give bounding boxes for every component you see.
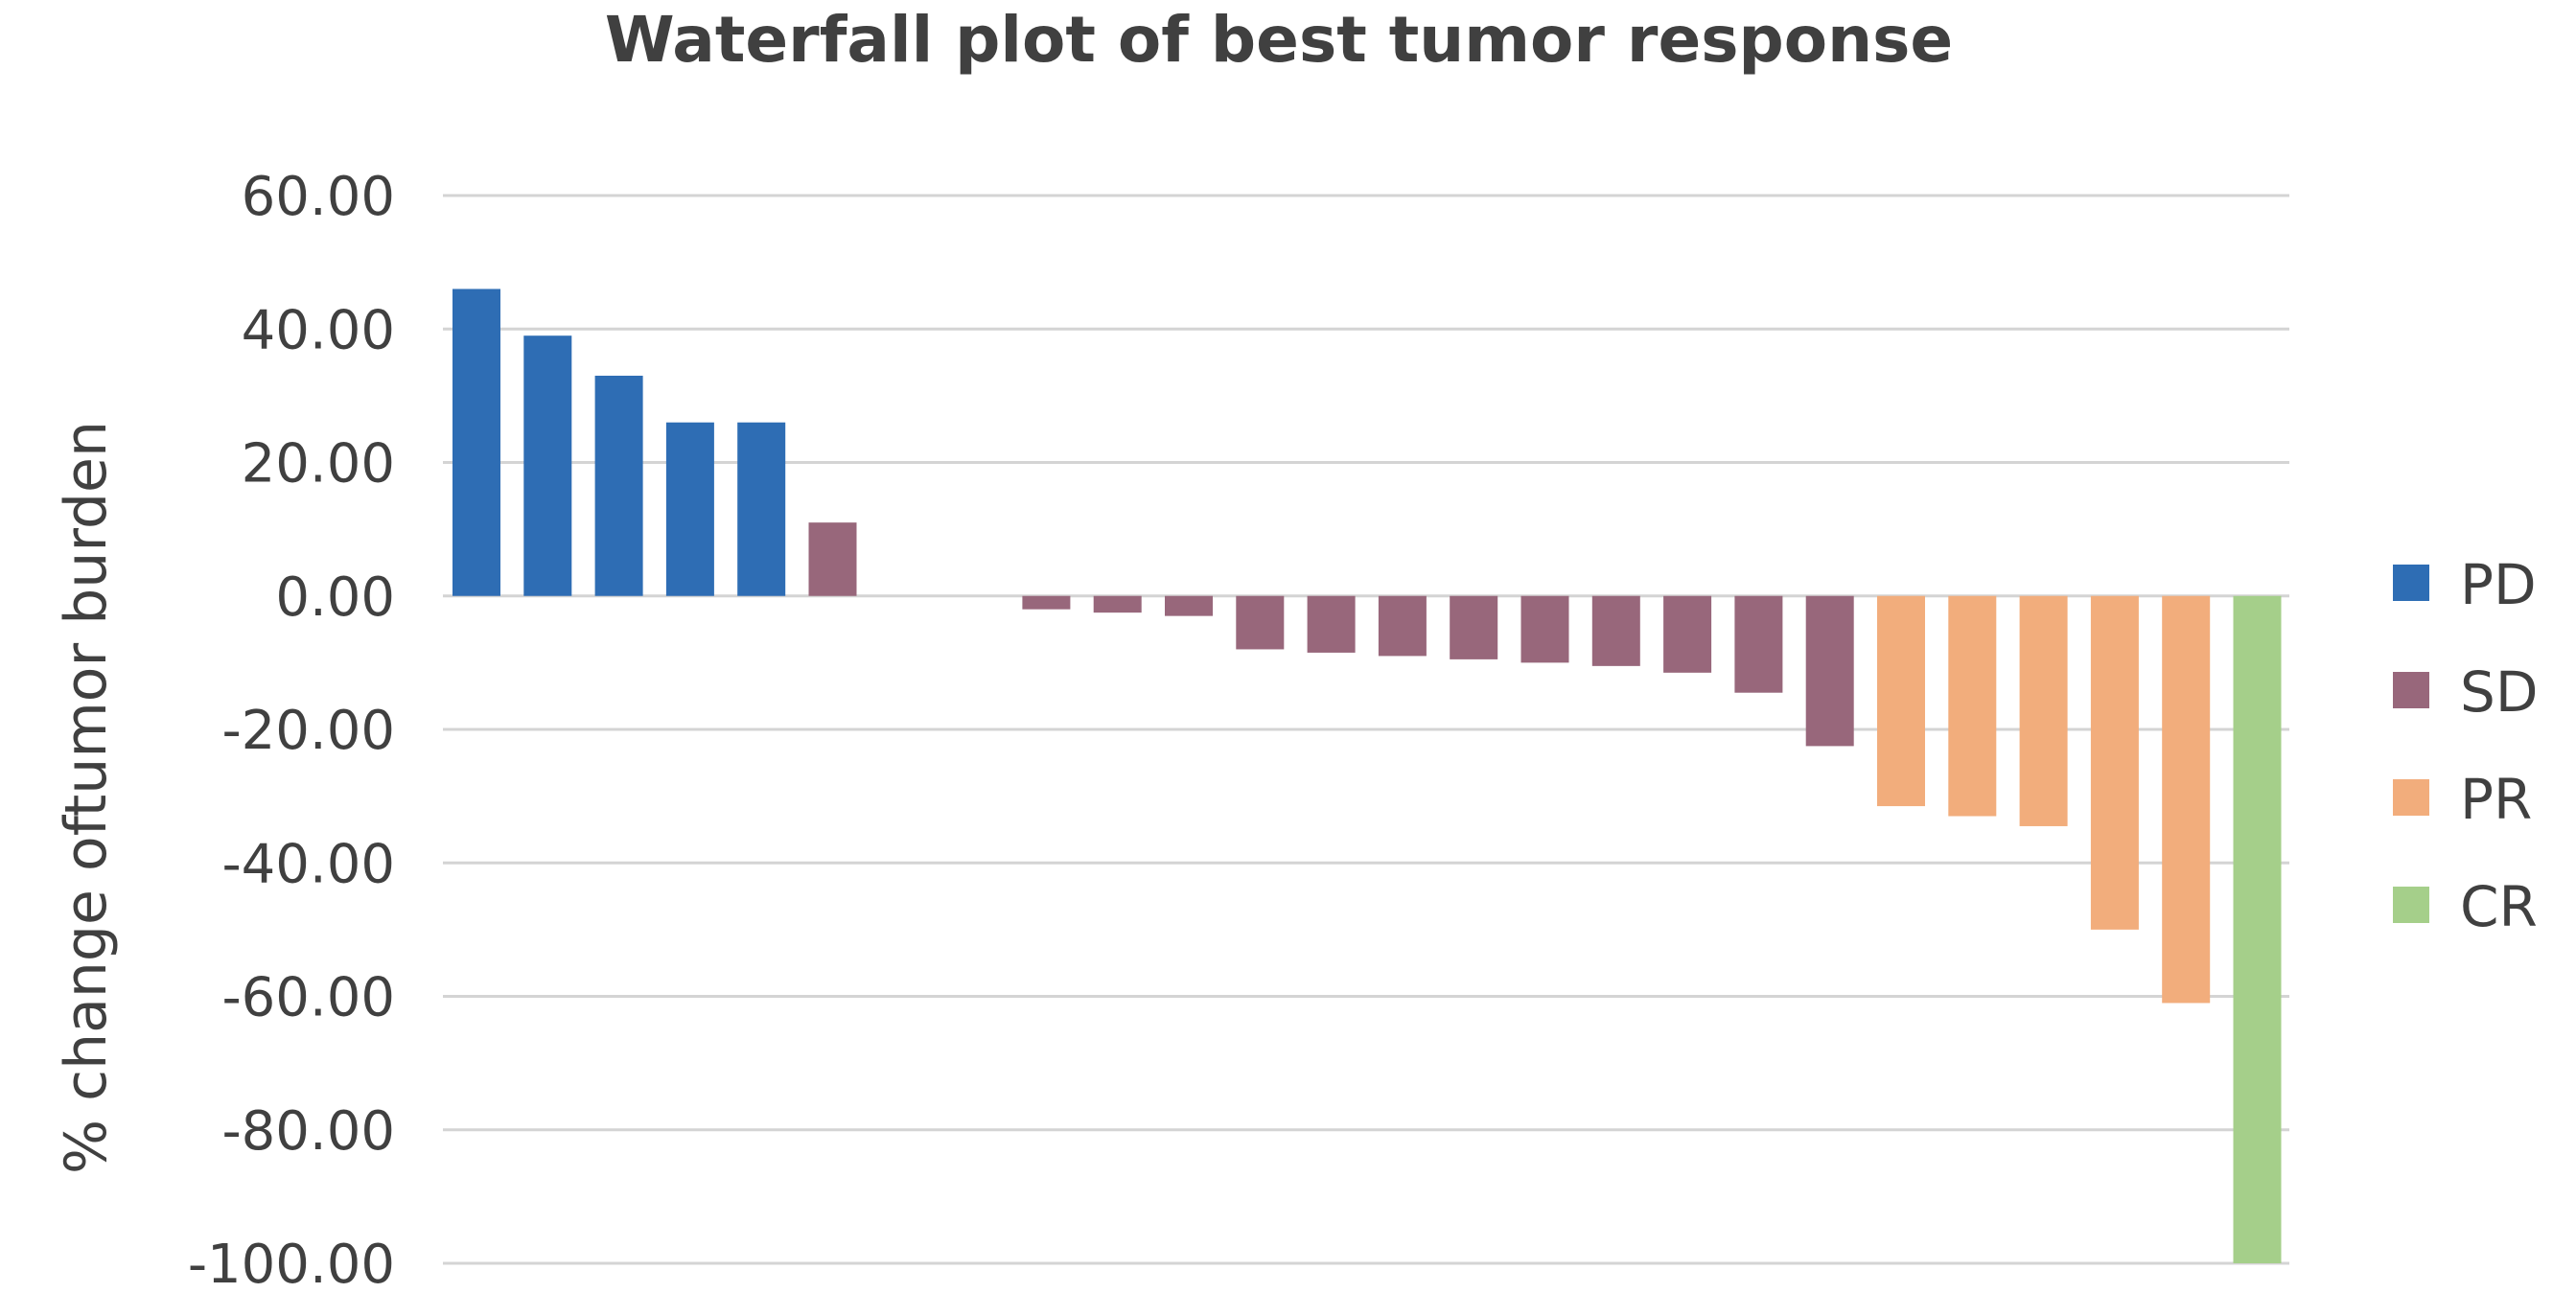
bar-pr [2162,595,2211,1004]
legend-label-pd: PD [2460,552,2537,617]
bar-sd [808,522,857,596]
y-tick-label: -80.00 [221,1100,395,1163]
legend-label-pr: PR [2460,767,2532,832]
legend: PD SD PR CR [2393,552,2538,939]
bar-sd [1805,595,1854,747]
bar-pr [2090,595,2139,930]
y-tick-label: -60.00 [221,967,395,1029]
bar-sd [1663,595,1712,673]
legend-label-cr: CR [2460,874,2538,939]
y-tick-label: -20.00 [221,700,395,762]
bar-sd [1520,595,1569,663]
bar-pd [523,335,572,596]
bar-cr [2233,595,2282,1263]
gridlines [443,194,2289,1265]
bar-pd [453,289,500,596]
bar-pr [1948,595,1997,817]
bar-pr [1877,595,1925,807]
y-tick-label: 20.00 [242,433,395,496]
y-axis-ticks: 60.00 40.00 20.00 0.00 -20.00 -40.00 -60.00 -80… [188,166,395,1293]
bar-pd [594,375,643,596]
legend-swatch-sd [2393,672,2429,708]
bar-sd [1307,595,1356,653]
legend-swatch-cr [2393,887,2429,923]
bar-pd [737,422,786,596]
bar-pr [2019,595,2068,826]
bar-sd [1093,595,1142,613]
legend-swatch-pr [2393,779,2429,816]
bars [453,289,2282,1263]
y-tick-label: 40.00 [242,299,395,361]
y-tick-label: -40.00 [221,833,395,895]
chart-title: Waterfall plot of best tumor response [605,3,1953,77]
bar-sd [1236,595,1285,650]
legend-swatch-pd [2393,565,2429,601]
bar-sd [1022,595,1071,610]
legend-label-sd: SD [2460,659,2538,725]
y-tick-label: 60.00 [242,166,395,228]
bar-sd [1165,595,1213,616]
bar-sd [1378,595,1427,657]
y-tick-label: 0.00 [275,566,395,629]
y-axis-label: % change oftumor burden [53,421,120,1174]
bar-pd [665,422,714,596]
bar-sd [1591,595,1640,666]
bar-sd [1734,595,1783,693]
bar-sd [1450,595,1498,659]
y-tick-label: -100.00 [188,1234,395,1288]
